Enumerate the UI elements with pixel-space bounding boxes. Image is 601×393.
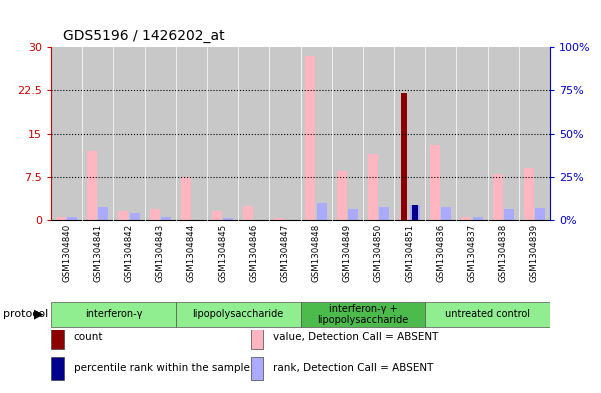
- Bar: [462, 217, 471, 220]
- Bar: [51, 47, 82, 220]
- Text: GSM1304849: GSM1304849: [343, 224, 352, 282]
- Text: protocol: protocol: [3, 309, 48, 320]
- Bar: [519, 47, 550, 220]
- Bar: [426, 302, 550, 327]
- Bar: [332, 47, 363, 220]
- Text: GSM1304846: GSM1304846: [249, 224, 258, 282]
- Bar: [51, 356, 64, 380]
- Bar: [430, 145, 440, 220]
- Bar: [394, 47, 426, 220]
- Bar: [181, 177, 191, 220]
- Bar: [441, 207, 451, 220]
- Text: ▶: ▶: [34, 308, 43, 321]
- Bar: [150, 209, 160, 220]
- Bar: [363, 47, 394, 220]
- Text: GDS5196 / 1426202_at: GDS5196 / 1426202_at: [63, 29, 225, 43]
- Bar: [274, 218, 284, 220]
- Bar: [300, 47, 332, 220]
- Text: percentile rank within the sample: percentile rank within the sample: [73, 364, 249, 373]
- Bar: [243, 206, 253, 220]
- Bar: [493, 174, 502, 220]
- Bar: [401, 93, 407, 220]
- Bar: [472, 217, 483, 220]
- Bar: [368, 154, 378, 220]
- Bar: [207, 47, 238, 220]
- Bar: [426, 47, 456, 220]
- Bar: [161, 217, 171, 220]
- Bar: [487, 47, 519, 220]
- Text: GSM1304844: GSM1304844: [187, 224, 196, 282]
- Bar: [145, 47, 176, 220]
- Bar: [118, 211, 129, 220]
- Text: GSM1304842: GSM1304842: [124, 224, 133, 282]
- Bar: [305, 56, 316, 220]
- Text: lipopolysaccharide: lipopolysaccharide: [192, 309, 284, 320]
- Text: interferon-γ: interferon-γ: [85, 309, 142, 320]
- Text: GSM1304847: GSM1304847: [281, 224, 290, 282]
- Text: GSM1304843: GSM1304843: [156, 224, 165, 282]
- Text: GSM1304845: GSM1304845: [218, 224, 227, 282]
- Text: GSM1304851: GSM1304851: [405, 224, 414, 282]
- Bar: [412, 206, 418, 220]
- Bar: [51, 325, 64, 349]
- Text: GSM1304838: GSM1304838: [499, 224, 508, 282]
- Bar: [114, 47, 145, 220]
- Text: GSM1304850: GSM1304850: [374, 224, 383, 282]
- Bar: [300, 302, 426, 327]
- Bar: [523, 168, 534, 220]
- Bar: [87, 151, 97, 220]
- Bar: [317, 203, 327, 220]
- Bar: [337, 171, 347, 220]
- Text: untreated control: untreated control: [445, 309, 530, 320]
- Bar: [82, 47, 114, 220]
- Bar: [251, 325, 263, 349]
- Text: value, Detection Call = ABSENT: value, Detection Call = ABSENT: [273, 332, 439, 342]
- Bar: [535, 208, 545, 220]
- Text: GSM1304837: GSM1304837: [468, 224, 477, 282]
- Bar: [238, 47, 269, 220]
- Bar: [348, 209, 358, 220]
- Text: GSM1304836: GSM1304836: [436, 224, 445, 282]
- Bar: [456, 47, 487, 220]
- Bar: [130, 213, 139, 220]
- Text: GSM1304839: GSM1304839: [530, 224, 539, 282]
- Bar: [67, 217, 78, 220]
- Text: rank, Detection Call = ABSENT: rank, Detection Call = ABSENT: [273, 364, 433, 373]
- Bar: [410, 206, 420, 220]
- Bar: [56, 217, 66, 220]
- Bar: [176, 47, 207, 220]
- Text: GSM1304840: GSM1304840: [62, 224, 71, 282]
- Text: GSM1304841: GSM1304841: [93, 224, 102, 282]
- Text: interferon-γ +
lipopolysaccharide: interferon-γ + lipopolysaccharide: [317, 304, 409, 325]
- Bar: [176, 302, 300, 327]
- Bar: [51, 302, 176, 327]
- Bar: [212, 211, 222, 220]
- Text: count: count: [73, 332, 103, 342]
- Bar: [399, 219, 409, 220]
- Bar: [99, 207, 108, 220]
- Bar: [269, 47, 300, 220]
- Bar: [379, 207, 389, 220]
- Bar: [251, 356, 263, 380]
- Bar: [223, 218, 233, 220]
- Bar: [504, 209, 514, 220]
- Text: GSM1304848: GSM1304848: [311, 224, 320, 282]
